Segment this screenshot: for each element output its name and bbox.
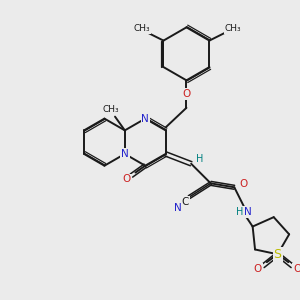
Text: O: O xyxy=(239,179,247,189)
Text: O: O xyxy=(122,174,131,184)
Text: O: O xyxy=(293,264,300,274)
Text: CH₃: CH₃ xyxy=(103,105,119,114)
Text: C: C xyxy=(182,197,189,207)
Text: H: H xyxy=(196,154,204,164)
Text: CH₃: CH₃ xyxy=(134,24,150,33)
Text: N: N xyxy=(141,114,149,124)
Text: CH₃: CH₃ xyxy=(225,24,241,33)
Text: O: O xyxy=(254,264,262,274)
Text: N: N xyxy=(173,203,181,213)
Text: S: S xyxy=(274,248,282,261)
Text: H: H xyxy=(236,207,243,217)
Text: O: O xyxy=(182,89,190,99)
Text: N: N xyxy=(244,207,252,217)
Text: N: N xyxy=(121,149,129,159)
